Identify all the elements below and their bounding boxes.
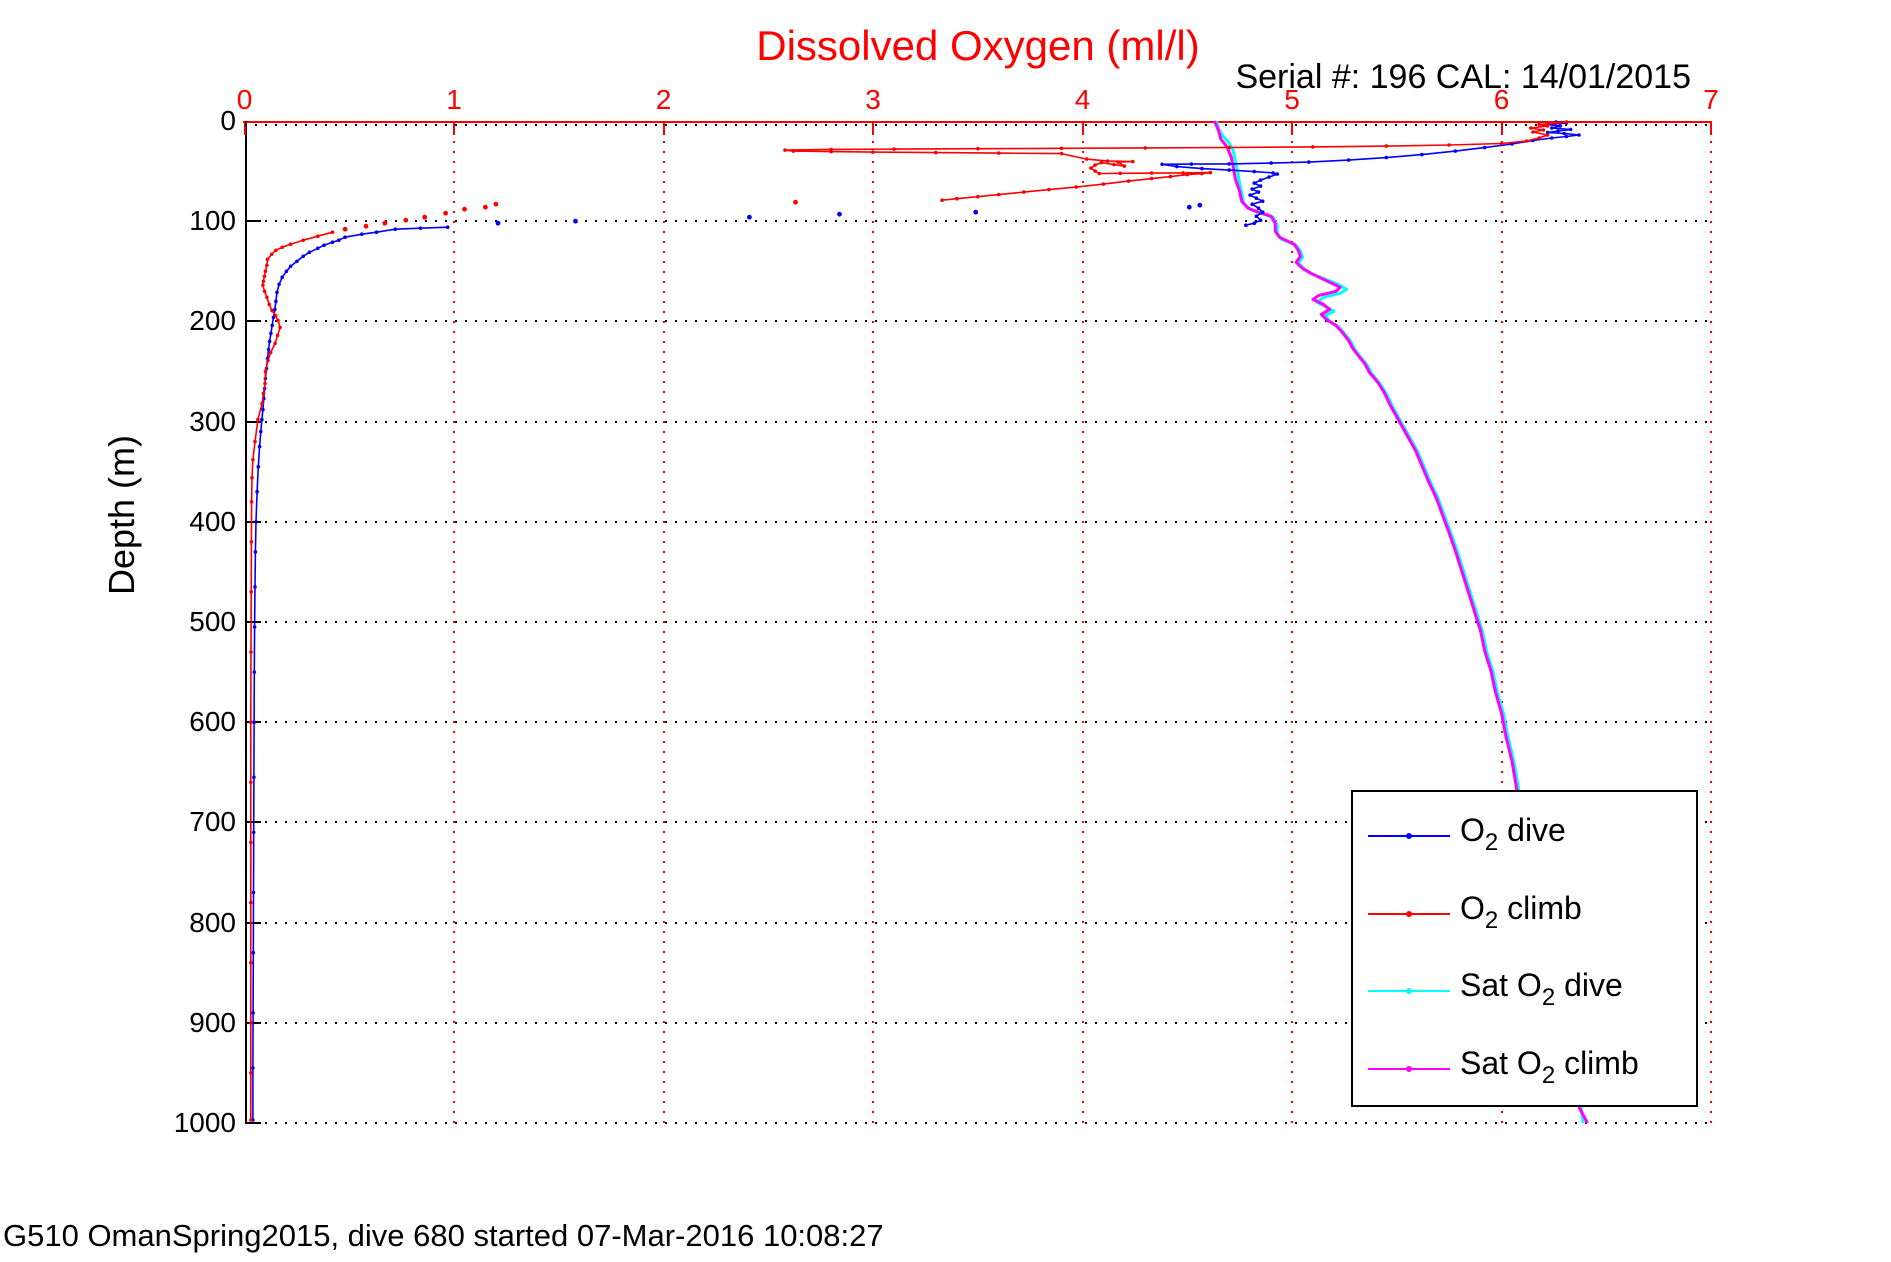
x-tick-label-5: 5 bbox=[1284, 84, 1300, 115]
legend-marker-sample bbox=[1406, 910, 1412, 917]
x-tick-3 bbox=[872, 123, 874, 135]
legend-label: O2 climb bbox=[1460, 889, 1582, 934]
y-tick-label-300: 300 bbox=[189, 405, 236, 437]
y-gridline-100 bbox=[245, 220, 1711, 223]
y-tick-label-1000: 1000 bbox=[173, 1107, 236, 1138]
x-tick-7 bbox=[1710, 123, 1712, 135]
legend-marker-sample bbox=[1406, 988, 1412, 994]
y-tick-900 bbox=[247, 1021, 261, 1024]
x-axis-line bbox=[243, 121, 1711, 123]
y-tick-100 bbox=[247, 220, 261, 223]
y-gridline-0 bbox=[245, 124, 1711, 126]
x-tick-6 bbox=[1500, 123, 1503, 135]
x-tick-label-6: 6 bbox=[1493, 84, 1510, 115]
figure-caption: G510 OmanSpring2015, dive 680 started 07… bbox=[3, 1218, 884, 1253]
y-tick-label-0: 0 bbox=[220, 105, 236, 136]
series-o2-dive bbox=[251, 120, 1581, 1122]
x-tick-1 bbox=[453, 123, 455, 135]
serial-cal-annotation: Serial #: 196 CAL: 14/01/2015 bbox=[1235, 58, 1691, 96]
y-gridline-700 bbox=[245, 821, 1711, 824]
x-tick-5 bbox=[1291, 123, 1293, 135]
y-gridline-300 bbox=[245, 420, 1711, 423]
y-gridline-400 bbox=[245, 520, 1711, 523]
y-tick-label-600: 600 bbox=[189, 706, 236, 738]
y-gridline-500 bbox=[245, 621, 1711, 623]
y-gridline-1000 bbox=[245, 1122, 1711, 1124]
y-tick-label-900: 900 bbox=[189, 1006, 236, 1038]
legend-label: Sat O2 dive bbox=[1460, 967, 1623, 1011]
x-tick-label-1: 1 bbox=[446, 84, 462, 115]
x-tick-2 bbox=[662, 123, 665, 135]
x-gridline-7 bbox=[1710, 121, 1712, 1123]
chart-title: Dissolved Oxygen (ml/l) bbox=[756, 22, 1200, 69]
legend-label: Sat O2 climb bbox=[1460, 1044, 1639, 1089]
y-tick-label-700: 700 bbox=[189, 806, 236, 838]
legend-marker-sample bbox=[1406, 833, 1412, 839]
x-tick-label-7: 7 bbox=[1703, 84, 1719, 115]
x-tick-label-2: 2 bbox=[655, 84, 672, 115]
y-tick-1000 bbox=[247, 1122, 261, 1124]
x-tick-label-3: 3 bbox=[865, 84, 881, 115]
y-tick-label-400: 400 bbox=[189, 505, 236, 537]
y-tick-400 bbox=[247, 520, 261, 523]
x-tick-4 bbox=[1081, 123, 1084, 135]
y-tick-200 bbox=[247, 320, 261, 323]
y-gridline-200 bbox=[245, 320, 1711, 323]
y-tick-label-100: 100 bbox=[189, 205, 236, 237]
legend-box: O2 dive O2 climb Sat O2 dive Sat O2 climb bbox=[1351, 790, 1698, 1107]
y-gridline-800 bbox=[245, 921, 1711, 924]
legend-marker-sample bbox=[1406, 1065, 1412, 1072]
legend-label: O2 dive bbox=[1460, 812, 1566, 856]
x-tick-0 bbox=[243, 123, 246, 135]
y-tick-label-200: 200 bbox=[189, 305, 236, 337]
y-gridline-600 bbox=[245, 721, 1711, 724]
x-tick-label-0: 0 bbox=[236, 84, 253, 115]
y-tick-label-800: 800 bbox=[189, 906, 236, 938]
y-tick-300 bbox=[247, 420, 261, 423]
y-tick-label-500: 500 bbox=[189, 606, 236, 637]
series-o2-climb bbox=[249, 120, 1569, 1122]
y-gridline-900 bbox=[245, 1021, 1711, 1024]
x-tick-label-4: 4 bbox=[1074, 84, 1091, 115]
plot-area: 0 1 2 3 4 5 6 7 0 100 200 300 400 500 600 700 800 900 1000 bbox=[174, 84, 1719, 1137]
